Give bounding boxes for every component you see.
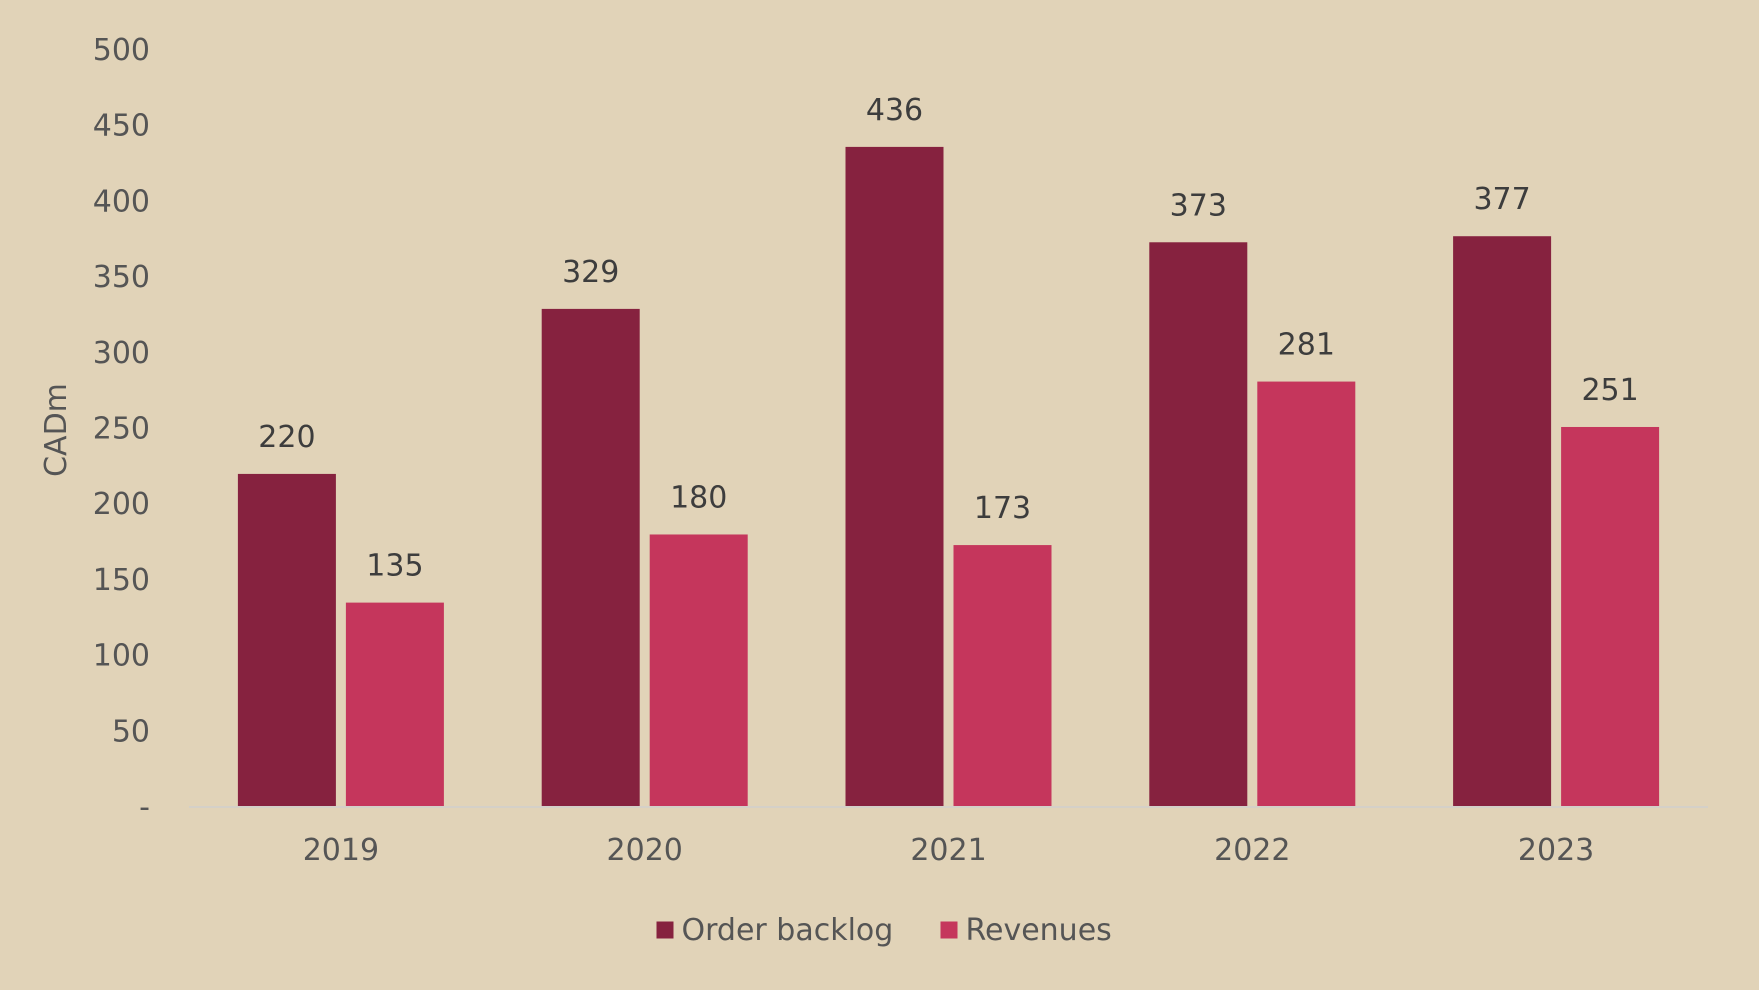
legend: Order backlog Revenues xyxy=(656,913,1112,948)
y-tick-label: 400 xyxy=(93,184,150,219)
bar-revenues-2023 xyxy=(1561,426,1660,807)
data-label: 329 xyxy=(562,255,619,290)
data-label: 173 xyxy=(974,491,1031,526)
x-axis-ticks: 2019 2020 2021 2022 2023 xyxy=(303,833,1595,868)
bars xyxy=(237,146,1660,808)
data-label: 135 xyxy=(366,549,423,584)
x-tick-label: 2020 xyxy=(607,833,683,868)
y-tick-label: 500 xyxy=(93,33,150,68)
data-label: 180 xyxy=(670,480,727,515)
bar-revenues-2021 xyxy=(953,545,1052,807)
legend-label: Order backlog xyxy=(682,913,894,948)
y-tick-label: - xyxy=(139,790,150,825)
data-label: 281 xyxy=(1278,328,1335,363)
y-tick-label: 350 xyxy=(93,260,150,295)
y-axis-title: CADm xyxy=(39,383,74,477)
bar-revenues-2020 xyxy=(649,534,748,807)
bar-order-backlog-2020 xyxy=(541,308,640,807)
bar-order-backlog-2022 xyxy=(1149,242,1248,807)
bar-order-backlog-2021 xyxy=(845,146,944,807)
bar-order-backlog-2019 xyxy=(237,473,336,807)
data-label: 377 xyxy=(1473,182,1530,217)
y-tick-label: 200 xyxy=(93,487,150,522)
bar-revenues-2022 xyxy=(1257,381,1356,807)
y-tick-label: 150 xyxy=(93,563,150,598)
x-tick-label: 2019 xyxy=(303,833,379,868)
y-tick-label: 450 xyxy=(93,109,150,144)
y-tick-label: 300 xyxy=(93,336,150,371)
x-tick-label: 2022 xyxy=(1214,833,1290,868)
y-tick-label: 100 xyxy=(93,639,150,674)
legend-swatch xyxy=(656,921,674,939)
data-label: 436 xyxy=(866,93,923,128)
data-label: 220 xyxy=(258,420,315,455)
legend-swatch xyxy=(940,921,958,939)
x-tick-label: 2023 xyxy=(1518,833,1594,868)
y-tick-label: 250 xyxy=(93,412,150,447)
legend-label: Revenues xyxy=(966,913,1112,948)
data-labels: 220 135 329 180 436 173 373 281 377 251 xyxy=(258,93,1638,584)
y-axis-ticks: - 50 100 150 200 250 300 350 400 450 500 xyxy=(93,33,150,825)
x-tick-label: 2021 xyxy=(910,833,986,868)
bar-revenues-2019 xyxy=(345,602,444,807)
y-tick-label: 50 xyxy=(112,714,150,749)
bar-order-backlog-2023 xyxy=(1453,236,1552,808)
data-label: 251 xyxy=(1581,373,1638,408)
data-label: 373 xyxy=(1170,188,1227,223)
